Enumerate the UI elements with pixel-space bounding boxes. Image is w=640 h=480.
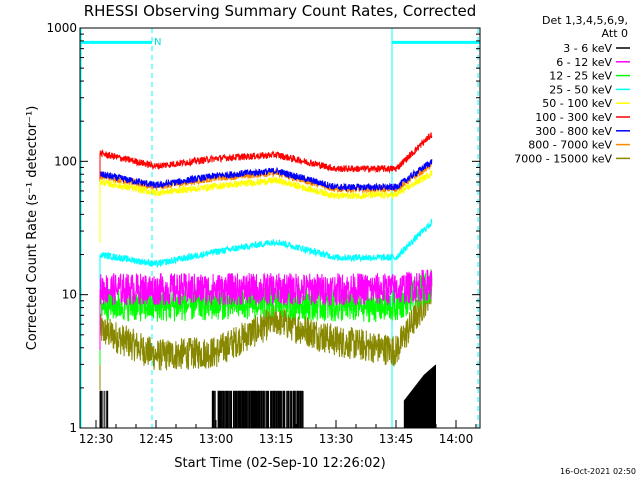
legend-label: 6 - 12 keV bbox=[556, 56, 612, 69]
legend-label: 50 - 100 keV bbox=[542, 97, 612, 110]
series-line bbox=[99, 132, 433, 174]
x-tick-label: 12:45 bbox=[139, 432, 174, 446]
x-tick-label: 14:00 bbox=[439, 432, 474, 446]
plot-frame bbox=[79, 27, 481, 429]
x-tick-label: 13:00 bbox=[199, 432, 234, 446]
series-6-12keV bbox=[99, 269, 433, 350]
legend-label: 300 - 800 keV bbox=[535, 125, 612, 138]
series-line bbox=[99, 269, 433, 323]
series-line bbox=[99, 218, 433, 269]
y-tick-label: 1 bbox=[69, 421, 77, 435]
series-line bbox=[99, 170, 433, 201]
legend-label: 3 - 6 keV bbox=[563, 42, 612, 55]
legend-header-attenuator: Att 0 bbox=[602, 27, 628, 40]
chart-title: RHESSI Observing Summary Count Rates, Co… bbox=[84, 2, 477, 20]
series-line bbox=[99, 269, 433, 306]
x-axis-label: Start Time (02-Sep-10 12:26:02) bbox=[174, 456, 385, 471]
y-tick-label: 1000 bbox=[46, 21, 77, 35]
footer-timestamp: 16-Oct-2021 02:50 bbox=[560, 467, 636, 476]
x-tick-label: 13:45 bbox=[379, 432, 414, 446]
x-tick-label: 13:30 bbox=[319, 432, 354, 446]
x-tick-label: 12:30 bbox=[79, 432, 114, 446]
series-layer bbox=[99, 132, 437, 428]
legend-label: 7000 - 15000 keV bbox=[514, 152, 612, 165]
legend-header-detectors: Det 1,3,4,5,6,9, bbox=[542, 14, 628, 27]
night-flag-label: N bbox=[154, 37, 161, 48]
y-axis-label: Corrected Count Rate (s⁻¹ detector⁻¹) bbox=[25, 106, 40, 351]
series-50-100keV bbox=[99, 170, 433, 243]
series-3-6keV bbox=[99, 364, 437, 428]
y-tick-label: 100 bbox=[54, 154, 77, 168]
legend-label: 100 - 300 keV bbox=[535, 111, 612, 124]
y-tick-label: 10 bbox=[62, 288, 77, 302]
legend-label: 25 - 50 keV bbox=[549, 83, 612, 96]
legend-label: 800 - 7000 keV bbox=[528, 139, 612, 152]
x-tick-label: 13:15 bbox=[259, 432, 294, 446]
series-line bbox=[99, 159, 433, 193]
axes: 12:30 12:45 13:00 13:15 13:30 13:45 14:00 1 10 10… bbox=[46, 21, 480, 446]
legend-label: 12 - 25 keV bbox=[549, 70, 612, 83]
